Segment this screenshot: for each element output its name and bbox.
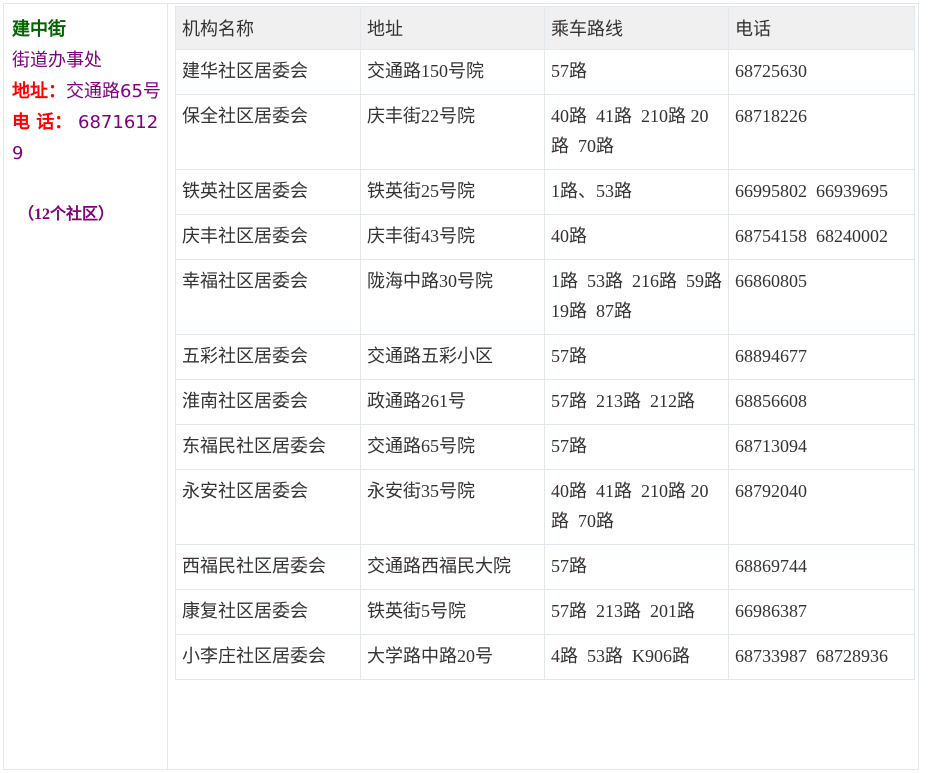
cell-phone: 68718226: [728, 94, 915, 170]
table-row: 康复社区居委会 铁英街5号院 57路 213路 201路 66986387: [175, 589, 915, 635]
table-row: 五彩社区居委会 交通路五彩小区 57路 68894677: [175, 334, 915, 380]
cell-bus-routes: 40路: [544, 214, 729, 260]
cell-phone: 68894677: [728, 334, 915, 380]
table-row: 庆丰社区居委会 庆丰街43号院 40路 68754158 68240002: [175, 214, 915, 260]
table-row: 建华社区居委会 交通路150号院 57路 68725630: [175, 49, 915, 95]
table-row: 西福民社区居委会 交通路西福民大院 57路 68869744: [175, 544, 915, 590]
street-office-info: 建中街 街道办事处 地址：交通路65号 电 话： 68716129 （12个社区…: [4, 4, 168, 769]
cell-bus-routes: 40路 41路 210路 20路 70路: [544, 94, 729, 170]
cell-name: 保全社区居委会: [175, 94, 361, 170]
cell-bus-routes: 4路 53路 K906路: [544, 634, 729, 680]
cell-bus-routes: 57路 213路 201路: [544, 589, 729, 635]
cell-name: 五彩社区居委会: [175, 334, 361, 380]
cell-name: 西福民社区居委会: [175, 544, 361, 590]
table-row: 淮南社区居委会 政通路261号 57路 213路 212路 68856608: [175, 379, 915, 425]
cell-address: 交通路五彩小区: [360, 334, 545, 380]
table-row: 永安社区居委会 永安街35号院 40路 41路 210路 20路 70路 687920…: [175, 469, 915, 545]
cell-address: 永安街35号院: [360, 469, 545, 545]
cell-bus-routes: 57路 213路 212路: [544, 379, 729, 425]
cell-address: 交通路150号院: [360, 49, 545, 95]
column-header-bus-routes: 乘车路线: [544, 6, 729, 50]
cell-phone: 68856608: [728, 379, 915, 425]
cell-phone: 68869744: [728, 544, 915, 590]
cell-bus-routes: 57路: [544, 424, 729, 470]
cell-phone: 66986387: [728, 589, 915, 635]
cell-name: 建华社区居委会: [175, 49, 361, 95]
table-row: 小李庄社区居委会 大学路中路20号 4路 53路 K906路 68733987 687…: [175, 634, 915, 680]
cell-address: 陇海中路30号院: [360, 259, 545, 335]
table-row: 东福民社区居委会 交通路65号院 57路 68713094: [175, 424, 915, 470]
cell-name: 永安社区居委会: [175, 469, 361, 545]
table-row: 幸福社区居委会 陇海中路30号院 1路 53路 216路 59路 19路 87路 66…: [175, 259, 915, 335]
cell-phone: 68754158 68240002: [728, 214, 915, 260]
cell-bus-routes: 1路 53路 216路 59路 19路 87路: [544, 259, 729, 335]
cell-name: 小李庄社区居委会: [175, 634, 361, 680]
cell-phone: 68792040: [728, 469, 915, 545]
cell-bus-routes: 40路 41路 210路 20路 70路: [544, 469, 729, 545]
phone-value: 68716129: [12, 112, 159, 164]
cell-name: 康复社区居委会: [175, 589, 361, 635]
address-line: 地址：交通路65号: [12, 76, 162, 107]
cell-address: 铁英街25号院: [360, 169, 545, 215]
cell-address: 交通路西福民大院: [360, 544, 545, 590]
column-header-address: 地址: [360, 6, 545, 50]
cell-phone: 68733987 68728936: [728, 634, 915, 680]
column-header-phone: 电话: [728, 6, 915, 50]
cell-address: 交通路65号院: [360, 424, 545, 470]
cell-phone: 68725630: [728, 49, 915, 95]
table-row: 保全社区居委会 庆丰街22号院 40路 41路 210路 20路 70路 687182…: [175, 94, 915, 170]
phone-label: 电 话：: [12, 112, 73, 133]
cell-name: 东福民社区居委会: [175, 424, 361, 470]
cell-phone: 66860805: [728, 259, 915, 335]
cell-name: 铁英社区居委会: [175, 169, 361, 215]
cell-address: 庆丰街22号院: [360, 94, 545, 170]
cell-bus-routes: 57路: [544, 544, 729, 590]
cell-name: 淮南社区居委会: [175, 379, 361, 425]
cell-address: 庆丰街43号院: [360, 214, 545, 260]
content-frame: 建中街 街道办事处 地址：交通路65号 电 话： 68716129 （12个社区…: [3, 3, 919, 770]
column-header-name: 机构名称: [175, 6, 361, 50]
cell-address: 铁英街5号院: [360, 589, 545, 635]
cell-name: 庆丰社区居委会: [175, 214, 361, 260]
cell-phone: 66995802 66939695: [728, 169, 915, 215]
address-label: 地址：: [12, 81, 66, 102]
cell-bus-routes: 1路、53路: [544, 169, 729, 215]
cell-name: 幸福社区居委会: [175, 259, 361, 335]
community-count: （12个社区）: [18, 206, 115, 223]
street-name: 建中街: [12, 19, 66, 40]
phone-line: 电 话： 68716129: [12, 107, 162, 169]
table-row: 铁英社区居委会 铁英街25号院 1路、53路 66995802 66939695: [175, 169, 915, 215]
table-header: 机构名称 地址 乘车路线 电话: [175, 6, 915, 50]
office-label: 街道办事处: [12, 50, 102, 71]
address-value: 交通路65号: [66, 81, 161, 102]
community-table: 机构名称 地址 乘车路线 电话 建华社区居委会 交通路150号院 57路 68725630 保…: [175, 6, 915, 680]
cell-phone: 68713094: [728, 424, 915, 470]
cell-address: 大学路中路20号: [360, 634, 545, 680]
cell-bus-routes: 57路: [544, 334, 729, 380]
cell-address: 政通路261号: [360, 379, 545, 425]
cell-bus-routes: 57路: [544, 49, 729, 95]
